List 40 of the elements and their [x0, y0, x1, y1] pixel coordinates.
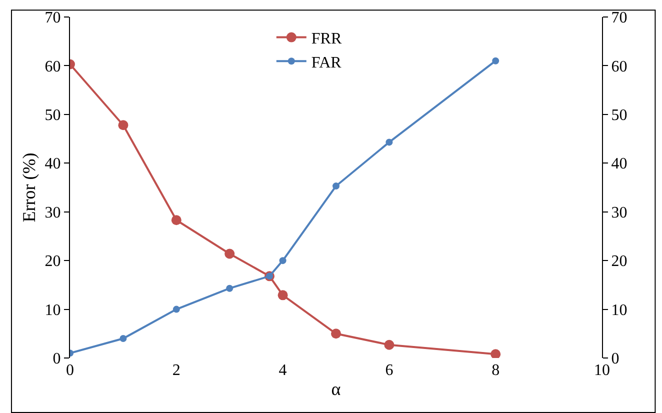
- y2-tick-label: 10: [611, 302, 628, 319]
- legend-label: FRR: [311, 30, 342, 48]
- point: [172, 306, 180, 313]
- y2-tick-label: 50: [611, 107, 628, 124]
- x-tick-label: 6: [385, 362, 394, 379]
- point: [118, 120, 128, 130]
- y2-tick-label: 70: [611, 10, 628, 27]
- point: [490, 349, 501, 358]
- point: [226, 284, 234, 292]
- y-tick-label: 0: [52, 350, 61, 368]
- y-tick-label: 70: [44, 10, 61, 27]
- point: [331, 328, 341, 339]
- point: [384, 340, 394, 350]
- y-axis-title: Error (%): [19, 152, 39, 222]
- y-tick-label: 50: [44, 107, 61, 124]
- y-tick-label: 30: [44, 204, 61, 222]
- point: [332, 182, 340, 190]
- x-tick-label: 4: [278, 362, 287, 379]
- y2-tick-label: 0: [611, 350, 620, 368]
- y-tick-label: 10: [44, 302, 61, 319]
- point: [278, 290, 288, 300]
- x-tick-label: 2: [172, 362, 180, 379]
- y2-tick-label: 20: [611, 253, 628, 270]
- point: [171, 215, 182, 226]
- point: [492, 57, 500, 64]
- y-tick-label: 40: [44, 156, 61, 173]
- x-tick-label: 0: [66, 362, 74, 379]
- point: [386, 138, 393, 146]
- point: [224, 248, 235, 259]
- y2-tick-label: 30: [611, 204, 628, 222]
- y2-tick-label: 60: [611, 58, 628, 76]
- y2-tick-label: 40: [611, 156, 628, 173]
- x-axis-title: α: [331, 379, 342, 400]
- y-tick-label: 60: [44, 58, 61, 76]
- x-tick-label: 10: [594, 362, 610, 379]
- point: [279, 257, 286, 264]
- y-tick-label: 20: [44, 253, 61, 270]
- x-tick-label: 8: [492, 362, 500, 379]
- legend-label: FAR: [311, 54, 342, 72]
- point: [120, 335, 127, 342]
